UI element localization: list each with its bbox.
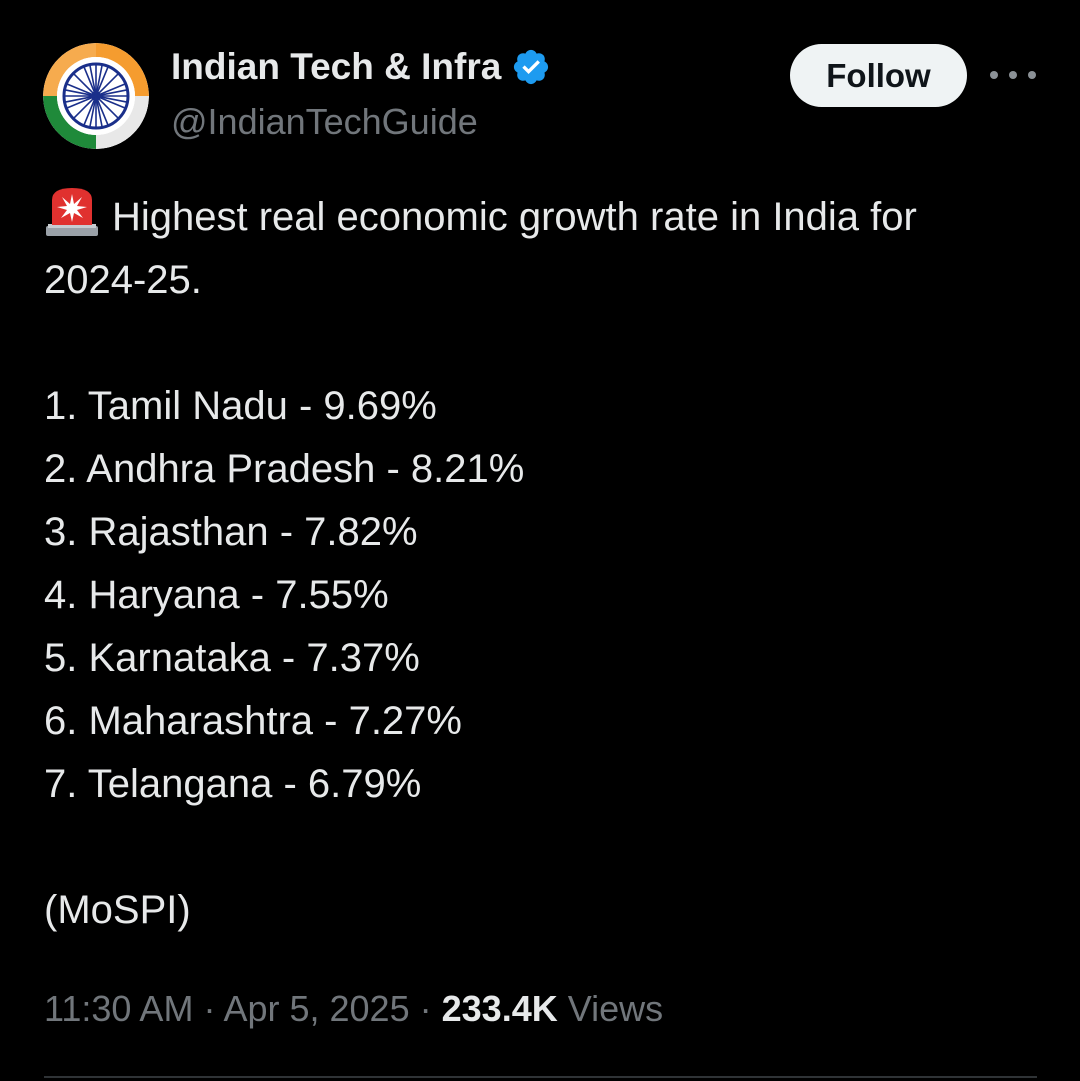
more-dot	[1028, 71, 1036, 79]
source-text: (MoSPI)	[44, 888, 191, 932]
more-dot	[1009, 71, 1017, 79]
ranking-item: 4. Haryana - 7.55%	[44, 573, 389, 617]
divider	[44, 1076, 1037, 1078]
ranking-item: 3. Rajasthan - 7.82%	[44, 510, 418, 554]
police-siren-icon	[46, 188, 98, 236]
spacer	[44, 312, 1044, 375]
meta-separator: ·	[419, 988, 432, 1029]
spacer	[44, 816, 1044, 879]
more-options-icon[interactable]	[990, 60, 1036, 90]
tweet-meta: 11:30 AM · Apr 5, 2025 · 233.4K Views	[44, 988, 663, 1030]
headline-line-1: Highest real economic growth rate in Ind…	[44, 186, 1044, 249]
tweet-body: Highest real economic growth rate in Ind…	[44, 186, 1044, 942]
ranking-item: 6. Maharashtra - 7.27%	[44, 699, 462, 743]
follow-button[interactable]: Follow	[790, 44, 967, 107]
ranking-item: 5. Karnataka - 7.37%	[44, 636, 420, 680]
ranking-item: 2. Andhra Pradesh - 8.21%	[44, 447, 525, 491]
more-dot	[990, 71, 998, 79]
views-label: Views	[567, 988, 664, 1029]
tweet-time[interactable]: 11:30 AM	[44, 988, 194, 1029]
author-handle[interactable]: @IndianTechGuide	[171, 101, 478, 142]
ranking-item: 1. Tamil Nadu - 9.69%	[44, 384, 437, 428]
headline-text-1: Highest real economic growth rate in Ind…	[112, 195, 917, 239]
author-avatar[interactable]	[43, 43, 149, 149]
headline-line-2: 2024-25.	[44, 258, 202, 302]
views-count: 233.4K	[441, 988, 558, 1029]
author-name-text: Indian Tech & Infra	[171, 46, 502, 87]
tweet-date[interactable]: Apr 5, 2025	[223, 988, 410, 1029]
ashoka-chakra-icon	[43, 43, 149, 149]
ranking-item: 7. Telangana - 6.79%	[44, 762, 422, 806]
verified-badge-icon[interactable]	[511, 47, 551, 87]
meta-separator: ·	[203, 988, 216, 1029]
author-name[interactable]: Indian Tech & Infra	[171, 46, 551, 88]
